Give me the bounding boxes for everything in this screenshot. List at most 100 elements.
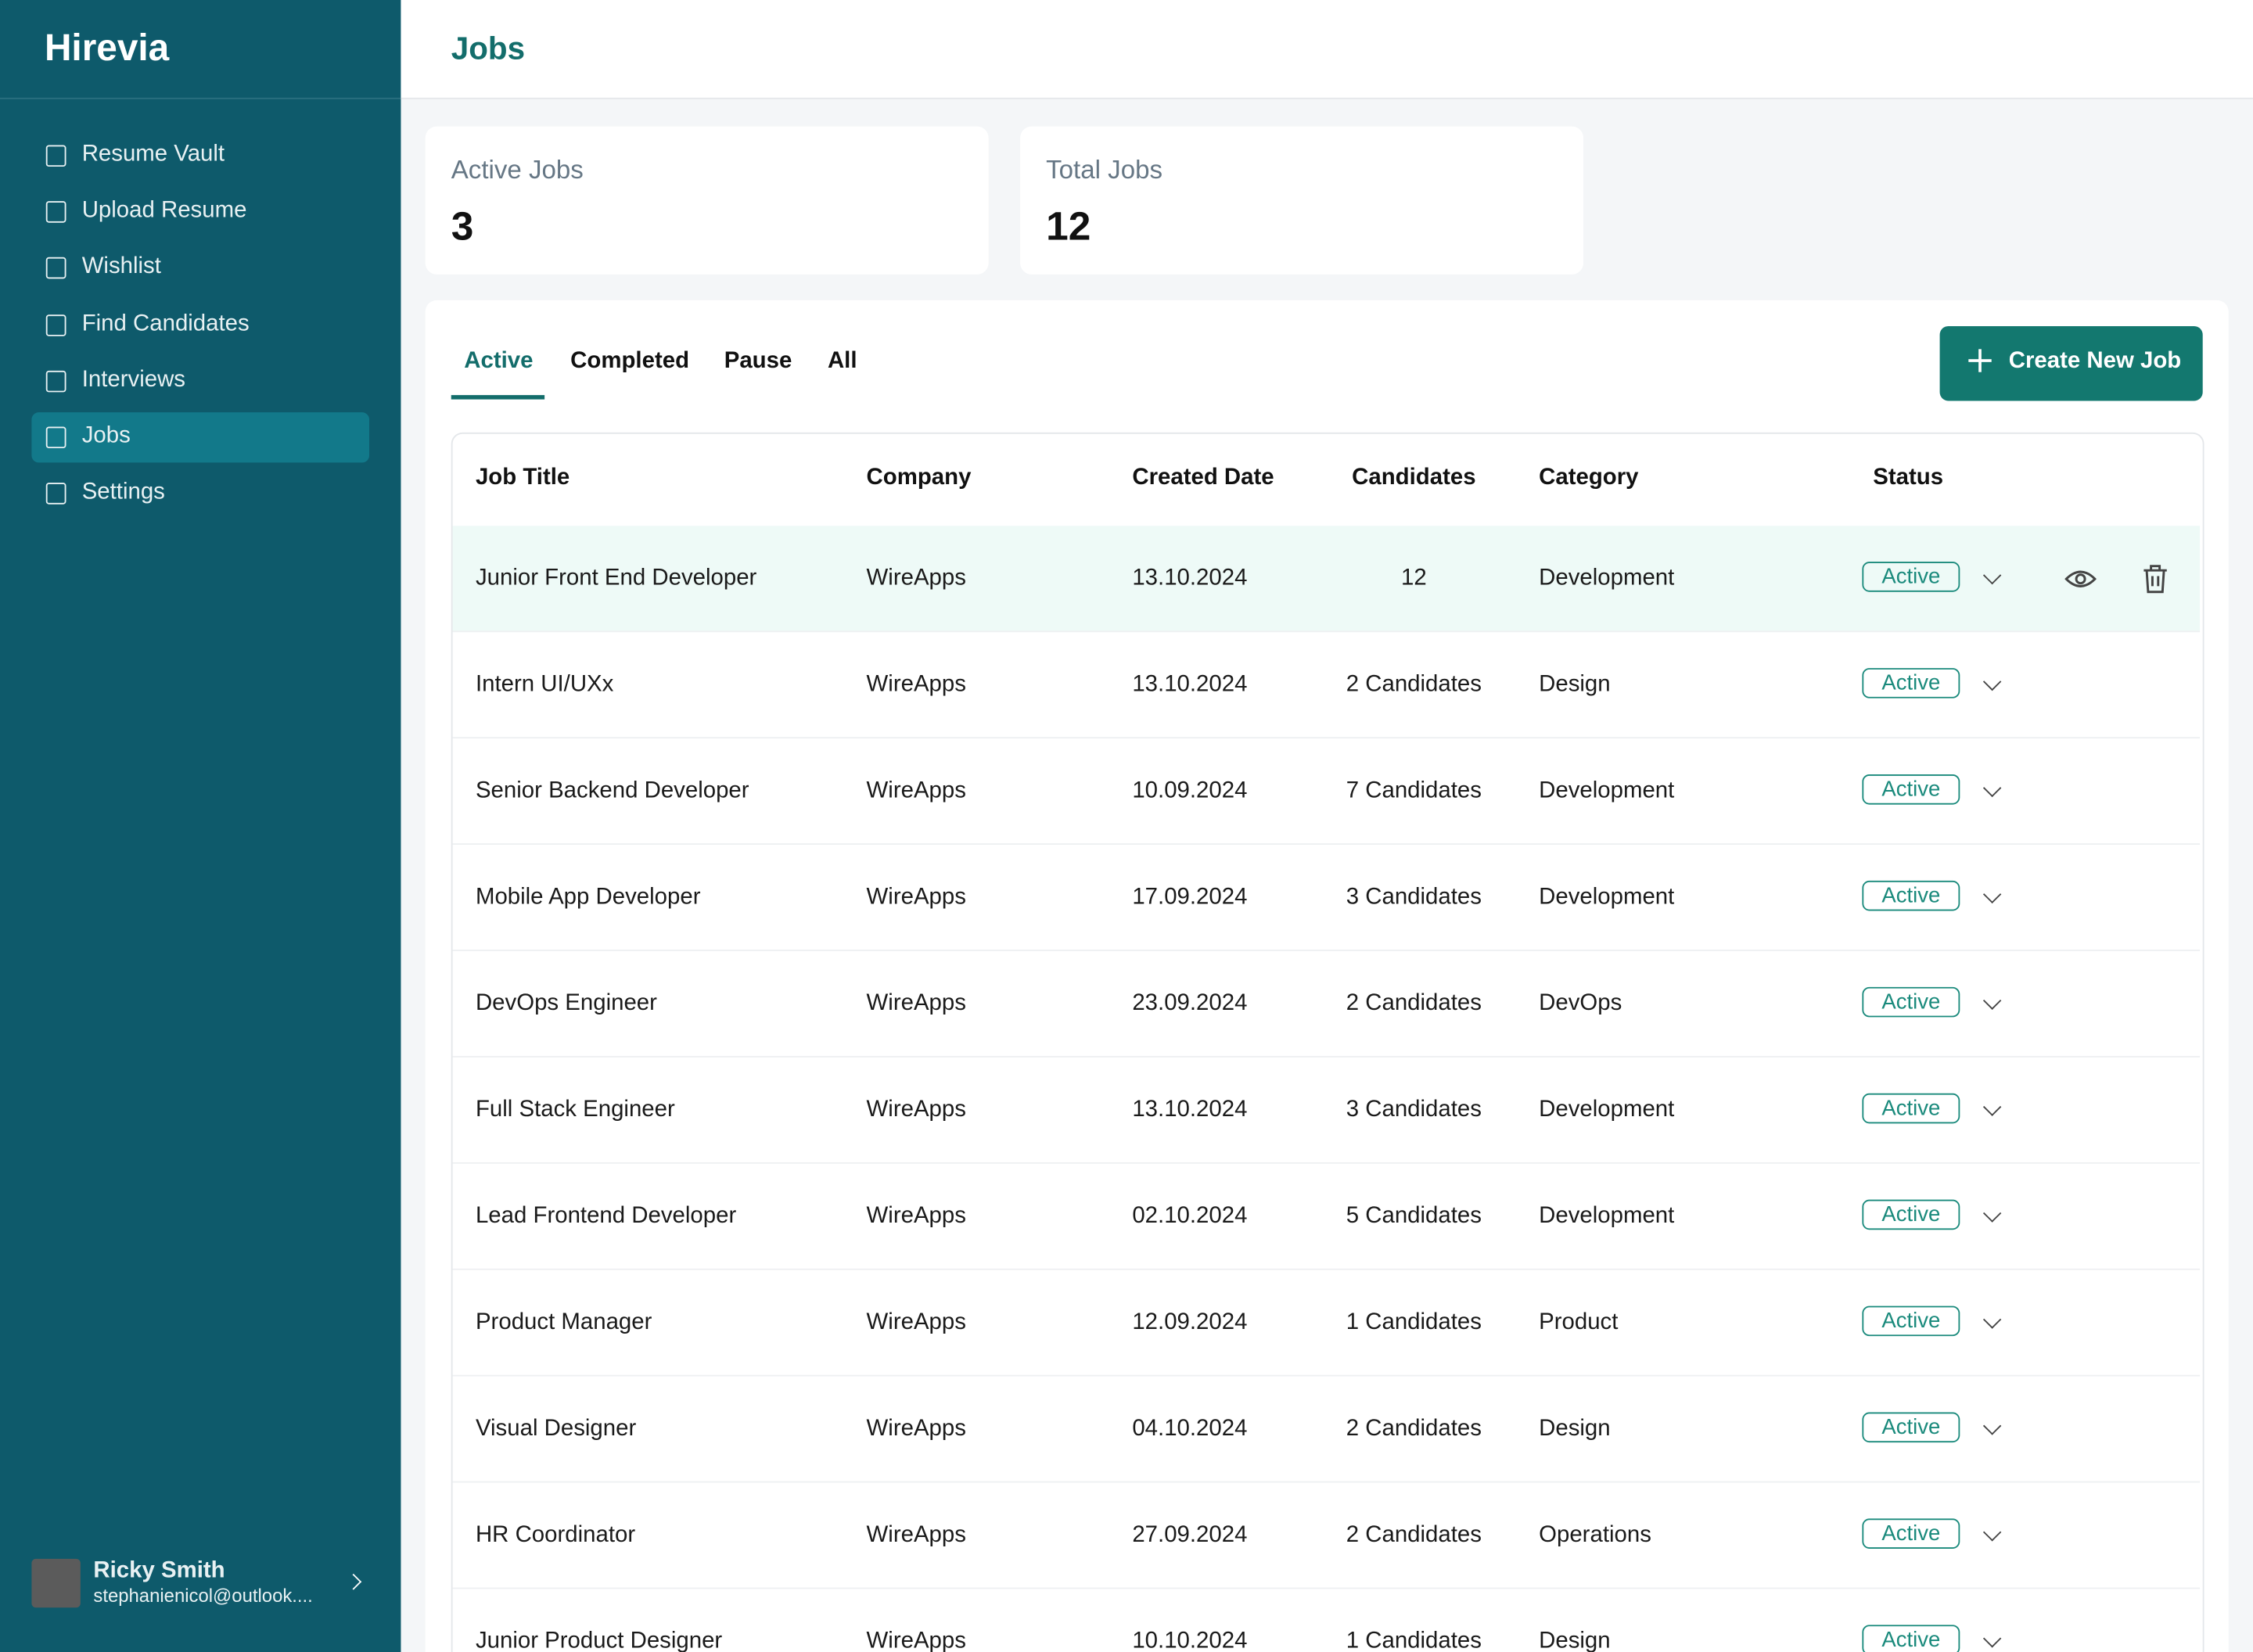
cell: WireApps — [866, 672, 966, 697]
cell: WireApps — [866, 1204, 966, 1229]
nav-icon — [45, 314, 66, 336]
stat-card: Active Jobs 3 — [425, 126, 989, 275]
cell: 17.09.2024 — [1132, 885, 1248, 910]
cell: Visual Designer — [475, 1417, 637, 1442]
cell: 10.09.2024 — [1132, 778, 1248, 803]
cell: WireApps — [866, 991, 966, 1016]
status-badge[interactable]: Active — [1862, 668, 1960, 699]
nav-item[interactable]: Find Candidates — [31, 300, 369, 350]
cell: 13.10.2024 — [1132, 672, 1248, 697]
cell: HR Coordinator — [475, 1522, 636, 1548]
cell: 13.10.2024 — [1132, 566, 1248, 591]
cell: Development — [1539, 778, 1675, 803]
cell: WireApps — [866, 1097, 966, 1122]
cell: 23.09.2024 — [1132, 991, 1248, 1016]
tab-indicator — [451, 395, 545, 400]
cell: 2 Candidates — [1346, 1417, 1482, 1442]
cell: WireApps — [866, 1310, 966, 1335]
column-header: Job Title — [475, 465, 570, 490]
status-badge[interactable]: Active — [1862, 1093, 1960, 1124]
nav-label: Resume Vault — [81, 142, 225, 167]
nav-item[interactable]: Resume Vault — [31, 131, 369, 181]
cell: Design — [1539, 672, 1611, 697]
stat-card: Total Jobs 12 — [1020, 126, 1584, 275]
user-profile[interactable]: Ricky Smith stephanienicol@outlook.... — [31, 1556, 376, 1613]
column-header: Status — [1873, 465, 1944, 490]
nav-label: Jobs — [81, 423, 131, 449]
stat-label: Active Jobs — [451, 155, 584, 185]
cell: 02.10.2024 — [1132, 1204, 1248, 1229]
cell: WireApps — [866, 885, 966, 910]
view-button[interactable] — [2064, 563, 2097, 594]
tab[interactable]: All — [827, 349, 857, 374]
cell: Development — [1539, 885, 1675, 910]
stat-label: Total Jobs — [1046, 155, 1163, 185]
table-row — [452, 1377, 2201, 1483]
cell: 04.10.2024 — [1132, 1417, 1248, 1442]
status-badge[interactable]: Active — [1862, 986, 1960, 1018]
table-row — [452, 1164, 2201, 1270]
cell: 5 Candidates — [1346, 1204, 1482, 1229]
nav-item[interactable]: Wishlist — [31, 243, 369, 293]
user-name: Ricky Smith — [93, 1558, 225, 1584]
status-badge[interactable]: Active — [1862, 1199, 1960, 1230]
cell: WireApps — [866, 1522, 966, 1548]
cell: Intern UI/UXx — [475, 672, 614, 697]
brand: Hirevia — [44, 26, 170, 70]
cell: 13.10.2024 — [1132, 1097, 1248, 1122]
table-row — [452, 845, 2201, 951]
divider — [0, 97, 401, 99]
nav-label: Wishlist — [81, 254, 161, 280]
cell: Operations — [1539, 1522, 1651, 1548]
stat-value: 12 — [1046, 203, 1091, 249]
button-label: Create New Job — [2008, 349, 2182, 374]
table-row — [452, 1270, 2201, 1377]
cell: 27.09.2024 — [1132, 1522, 1248, 1548]
cell: 1 Candidates — [1346, 1310, 1482, 1335]
column-header: Category — [1539, 465, 1639, 490]
cell: DevOps Engineer — [475, 991, 657, 1016]
nav-item[interactable]: Upload Resume — [31, 187, 369, 237]
tab[interactable]: Pause — [724, 349, 792, 374]
cell: 2 Candidates — [1346, 672, 1482, 697]
trash-icon — [2143, 565, 2167, 594]
nav-item[interactable]: Interviews — [31, 356, 369, 406]
cell: 12.09.2024 — [1132, 1310, 1248, 1335]
cell: 12 — [1400, 566, 1427, 591]
nav-item[interactable]: Settings — [31, 469, 369, 519]
eye-pupil — [2075, 573, 2086, 585]
table-row — [452, 1058, 2201, 1164]
cell: Senior Backend Developer — [475, 778, 749, 803]
cell: WireApps — [866, 1417, 966, 1442]
cell: Development — [1539, 566, 1675, 591]
status-badge[interactable]: Active — [1862, 562, 1960, 592]
create-button[interactable]: Create New Job — [1939, 325, 2203, 401]
nav-item[interactable]: Jobs — [31, 412, 370, 463]
nav-icon — [45, 145, 66, 167]
status-badge[interactable]: Active — [1862, 1518, 1960, 1549]
delete-button[interactable] — [2140, 563, 2171, 594]
cell: Product — [1539, 1310, 1619, 1335]
status-badge[interactable]: Active — [1862, 1412, 1960, 1443]
column-header: Candidates — [1352, 465, 1476, 490]
eye-icon — [2064, 570, 2097, 587]
nav-label: Upload Resume — [81, 198, 247, 224]
status-badge[interactable]: Active — [1862, 774, 1960, 805]
tab[interactable]: Completed — [570, 349, 690, 374]
status-badge[interactable]: Active — [1862, 1305, 1960, 1337]
tab[interactable]: Active — [464, 349, 534, 374]
nav-icon — [45, 257, 66, 280]
table-row — [452, 526, 2201, 633]
stat-value: 3 — [451, 203, 474, 249]
status-badge[interactable]: Active — [1862, 1625, 1960, 1652]
cell: 2 Candidates — [1346, 991, 1482, 1016]
cell: Development — [1539, 1204, 1675, 1229]
cell: Mobile App Developer — [475, 885, 701, 910]
sidebar: Hirevia Ricky Smith stephanienicol@outlo… — [0, 0, 401, 1652]
nav-label: Settings — [81, 479, 165, 505]
cell: Junior Front End Developer — [475, 566, 757, 591]
status-badge[interactable]: Active — [1862, 880, 1960, 911]
nav-label: Interviews — [81, 367, 185, 393]
